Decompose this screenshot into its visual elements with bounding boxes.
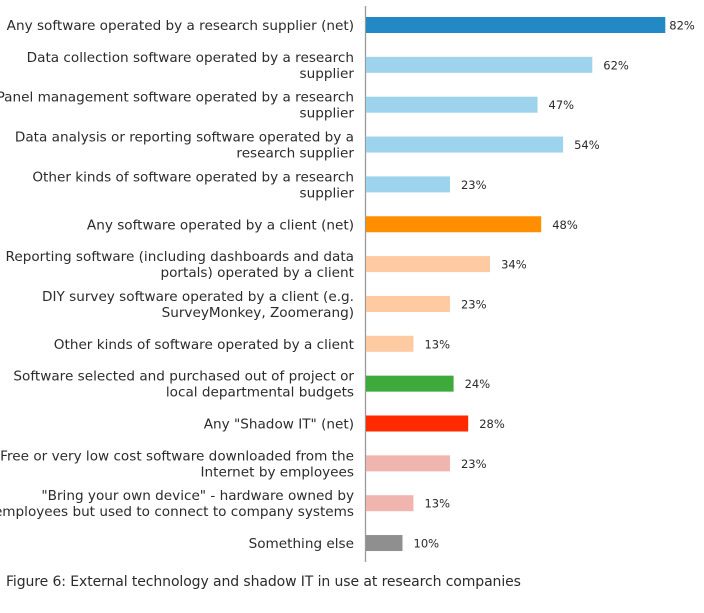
value-label: 54% [574,138,600,152]
bar [366,335,414,352]
category-label: Other kinds of software operated by a re… [32,169,354,201]
value-label: 47% [549,98,575,112]
category-label-line: local departmental budgets [166,385,354,401]
category-label: Free or very low cost software downloade… [0,448,354,480]
category-label-line: "Bring your own device" - hardware owned… [41,488,354,504]
category-label-line: Other kinds of software operated by a re… [32,169,354,185]
category-label-line: Panel management software operated by a … [0,90,354,106]
bar-row: Other kinds of software operated by a cl… [54,335,450,353]
value-label: 48% [552,218,578,232]
category-label-line: employees but used to connect to company… [0,504,354,520]
category-label-line: Any software operated by a client (net) [87,217,354,233]
bar [366,455,450,472]
value-label: 23% [461,178,487,192]
bar [366,295,450,312]
bar [366,176,450,193]
bar [366,56,593,73]
bar-row: DIY survey software operated by a client… [42,289,487,321]
bar [366,216,542,233]
category-label-line: supplier [300,185,355,201]
bar-row: Free or very low cost software downloade… [0,448,486,480]
bar [366,256,491,273]
category-label: Software selected and purchased out of p… [13,369,354,401]
category-label-line: Free or very low cost software downloade… [0,448,354,464]
category-label-line: Reporting software (including dashboards… [6,249,354,265]
bar-row: Other kinds of software operated by a re… [32,169,486,201]
category-label: Reporting software (including dashboards… [6,249,354,281]
category-label: Panel management software operated by a … [0,90,354,122]
bar-chart: Any software operated by a research supp… [0,6,695,562]
value-label: 23% [461,457,487,471]
category-label-line: supplier [300,66,355,82]
category-label-line: Any "Shadow IT" (net) [204,417,354,433]
category-label: Any "Shadow IT" (net) [204,417,354,433]
value-label: 13% [424,337,450,351]
bar-row: Any software operated by a research supp… [7,17,695,34]
category-label: Any software operated by a client (net) [87,217,354,233]
category-label-line: Other kinds of software operated by a cl… [54,337,354,353]
category-label: Other kinds of software operated by a cl… [54,337,354,353]
category-label-line: Data collection software operated by a r… [27,50,354,66]
figure-caption: Figure 6: External technology and shadow… [6,574,521,590]
value-label: 34% [501,258,527,272]
bar-row: Software selected and purchased out of p… [13,369,490,401]
category-label-line: portals) operated by a client [160,265,354,281]
bar-row: Data collection software operated by a r… [27,50,629,82]
bar [366,415,469,432]
bar [366,17,666,33]
category-label: Something else [249,536,354,552]
bar-row: Panel management software operated by a … [0,90,574,122]
bar-row: Any "Shadow IT" (net) 28% [204,415,505,433]
bar [366,375,454,392]
category-label-line: Data analysis or reporting software oper… [15,130,354,146]
bars-group: Any software operated by a research supp… [0,17,695,552]
value-label: 24% [465,377,491,391]
category-label: Any software operated by a research supp… [7,18,354,34]
category-label-line: research supplier [236,146,354,162]
bar-row: Reporting software (including dashboards… [6,249,527,281]
category-label-line: DIY survey software operated by a client… [42,289,354,305]
category-label: Data analysis or reporting software oper… [15,130,355,162]
bar [366,96,538,113]
category-label-line: Software selected and purchased out of p… [13,369,354,385]
value-label: 62% [603,58,629,72]
category-label: "Bring your own device" - hardware owned… [0,488,354,520]
category-label: Data collection software operated by a r… [27,50,355,82]
value-label: 13% [424,497,450,511]
value-label: 23% [461,297,487,311]
bar-row: Something else 10% [249,535,440,552]
category-label-line: Something else [249,536,354,552]
bar [366,136,564,153]
value-label: 10% [414,537,440,551]
bar [366,535,403,552]
bar-row: Data analysis or reporting software oper… [15,130,600,162]
bar [366,495,414,512]
category-label-line: Internet by employees [201,464,354,480]
value-label: 28% [479,417,505,431]
category-label-line: supplier [300,106,355,122]
value-label: 82% [669,19,695,33]
category-label-line: SurveyMonkey, Zoomerang) [162,305,354,321]
category-label-line: Any software operated by a research supp… [7,18,354,34]
bar-row: Any software operated by a client (net) 4… [87,216,578,233]
category-label: DIY survey software operated by a client… [42,289,354,321]
bar-row: "Bring your own device" - hardware owned… [0,488,450,520]
